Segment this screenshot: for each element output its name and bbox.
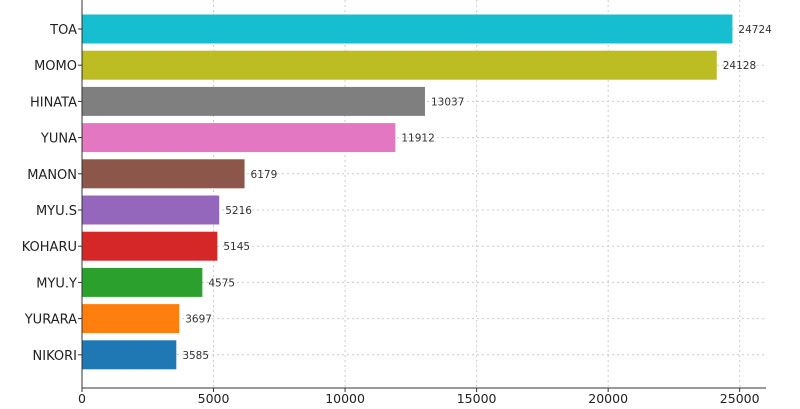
bar-value-label: 4575 <box>208 277 235 289</box>
category-label: YUNA <box>40 132 77 147</box>
bar-momo <box>82 50 717 80</box>
bar-value-label: 3697 <box>185 314 212 326</box>
x-tick-label: 10000 <box>325 391 365 406</box>
bar-manon <box>82 159 245 189</box>
bar-value-label: 6179 <box>251 169 278 181</box>
category-label: MYU.S <box>36 204 77 219</box>
bar-value-label: 11912 <box>401 133 434 145</box>
bar-value-label: 5216 <box>225 205 252 217</box>
axes: TOA MOMO HINATA YUNA MANON MYU.S KOHARU MYU.Y YU… <box>22 0 766 406</box>
bar-yurara <box>82 304 180 334</box>
bar-value-label: 5145 <box>223 241 250 253</box>
category-label: MYU.Y <box>36 276 77 291</box>
category-label: MOMO <box>34 59 77 74</box>
bar-value-label: 24128 <box>723 60 756 72</box>
bars: 24724 24128 13037 11912 6179 5216 5145 4575 3697… <box>82 14 772 370</box>
bar-koharu <box>82 231 218 261</box>
x-tick-label: 0 <box>78 391 86 406</box>
category-label: YURARA <box>24 313 77 328</box>
bar-myu-y <box>82 267 203 297</box>
x-tick-label: 20000 <box>588 391 628 406</box>
bar-nikori <box>82 340 177 370</box>
bar-hinata <box>82 86 425 116</box>
category-label: HINATA <box>30 95 77 110</box>
bar-value-label: 24724 <box>738 24 772 36</box>
bar-myu-s <box>82 195 220 225</box>
category-label: NIKORI <box>33 349 77 364</box>
bar-toa <box>82 14 733 44</box>
x-tick-label: 5000 <box>198 391 230 406</box>
x-tick-label: 15000 <box>457 391 497 406</box>
bar-yuna <box>82 123 396 153</box>
bar-value-label: 3585 <box>182 350 209 362</box>
category-label: MANON <box>27 168 77 183</box>
x-tick-label: 25000 <box>720 391 760 406</box>
bar-value-label: 13037 <box>431 96 464 108</box>
category-label: KOHARU <box>22 240 77 255</box>
category-label: TOA <box>49 23 77 38</box>
